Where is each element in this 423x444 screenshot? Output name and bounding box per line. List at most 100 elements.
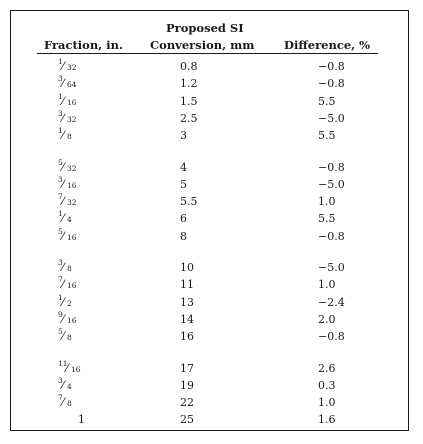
table-row: 3 ⁄ 16 5 −5.0 <box>0 175 423 193</box>
fraction-cell: 5 ⁄ 8 <box>58 328 108 345</box>
table-row: 9 ⁄ 16 14 2.0 <box>0 310 423 328</box>
fraction-numerator: 5 <box>58 226 63 236</box>
header-si-line2: Conversion, mm <box>150 38 255 52</box>
difference-cell: 0.3 <box>318 378 336 392</box>
fraction-slash: ⁄ <box>62 77 64 91</box>
table-row: 11 ⁄ 16 17 2.6 <box>0 358 423 377</box>
table-row: 7 ⁄ 8 22 1.0 <box>0 394 423 411</box>
difference-cell: 1.0 <box>318 195 336 209</box>
difference-cell: −2.4 <box>318 295 345 309</box>
fraction-whole: 1 <box>78 413 85 427</box>
si-conversion-cell: 19 <box>180 378 194 392</box>
fraction-slash: ⁄ <box>62 261 64 274</box>
si-conversion-cell: 10 <box>180 261 194 274</box>
fraction-cell: 3 ⁄ 32 <box>58 109 108 127</box>
fraction-numerator: 1 <box>58 57 63 66</box>
fraction-numerator: 11 <box>58 358 68 368</box>
difference-cell: 5.5 <box>318 129 336 143</box>
difference-cell: −0.8 <box>318 77 345 91</box>
difference-cell: −5.0 <box>318 177 345 191</box>
table-row: 1 25 1.6 <box>0 412 423 428</box>
difference-cell: −0.8 <box>318 229 345 243</box>
si-conversion-cell: 4 <box>180 160 187 174</box>
fraction-cell: 7 ⁄ 8 <box>58 394 108 411</box>
fraction-denominator: 4 <box>67 215 72 225</box>
fraction-slash: ⁄ <box>62 94 64 108</box>
fraction-denominator: 4 <box>67 381 72 391</box>
fraction-denominator: 8 <box>67 132 72 142</box>
fraction-slash: ⁄ <box>62 129 64 143</box>
fraction-slash: ⁄ <box>62 212 64 226</box>
header-rule <box>37 53 378 54</box>
fraction-denominator: 16 <box>67 315 77 325</box>
fraction-slash: ⁄ <box>62 60 64 73</box>
fraction-cell: 3 ⁄ 8 <box>58 258 108 276</box>
fraction-denominator: 16 <box>71 364 81 374</box>
fraction-slash: ⁄ <box>62 160 64 174</box>
table-row: 1 ⁄ 8 3 5.5 <box>0 126 423 144</box>
fraction-slash: ⁄ <box>62 278 64 292</box>
fraction-cell: 3 ⁄ 4 <box>58 375 108 394</box>
fraction-denominator: 2 <box>67 298 72 308</box>
table-row: 7 ⁄ 16 11 1.0 <box>0 276 423 293</box>
fraction-slash: ⁄ <box>62 330 64 344</box>
table-row: 3 ⁄ 8 10 −5.0 <box>0 258 423 276</box>
si-conversion-cell: 1.2 <box>180 77 198 91</box>
si-conversion-cell: 5 <box>180 177 187 191</box>
fraction-slash: ⁄ <box>62 229 64 243</box>
fraction-numerator: 3 <box>58 375 63 385</box>
table-row: 5 ⁄ 8 16 −0.8 <box>0 328 423 345</box>
si-conversion-cell: 14 <box>180 312 194 326</box>
difference-cell: 5.5 <box>318 212 336 226</box>
header-difference: Difference, % <box>284 38 371 52</box>
fraction-slash: ⁄ <box>62 195 64 209</box>
fraction-denominator: 16 <box>67 232 77 242</box>
fraction-cell: 3 ⁄ 16 <box>58 175 108 193</box>
si-conversion-cell: 3 <box>180 129 187 143</box>
si-conversion-cell: 13 <box>180 295 194 309</box>
difference-cell: 2.6 <box>318 361 336 375</box>
fraction-denominator: 16 <box>67 281 77 291</box>
fraction-denominator: 8 <box>67 264 72 273</box>
difference-cell: −0.8 <box>318 160 345 174</box>
fraction-denominator: 16 <box>67 97 77 107</box>
fraction-denominator: 8 <box>67 333 72 343</box>
table-row: 1 ⁄ 2 13 −2.4 <box>0 293 423 311</box>
si-conversion-cell: 8 <box>180 229 187 243</box>
table-row: 1 ⁄ 32 0.8 −0.8 <box>0 57 423 75</box>
fraction-numerator: 1 <box>58 209 63 219</box>
table-frame <box>10 10 409 431</box>
fraction-cell: 3 ⁄ 64 <box>58 74 108 92</box>
fraction-cell: 1 ⁄ 16 <box>58 92 108 110</box>
fraction-numerator: 5 <box>58 157 63 167</box>
fraction-denominator: 32 <box>67 198 77 208</box>
fraction-cell: 1 <box>58 412 108 428</box>
fraction-numerator: 1 <box>58 126 63 136</box>
fraction-numerator: 7 <box>58 192 63 202</box>
fraction-numerator: 3 <box>58 74 63 84</box>
difference-cell: −0.8 <box>318 60 345 73</box>
table-row: 1 ⁄ 4 6 5.5 <box>0 209 423 227</box>
fraction-denominator: 64 <box>67 80 77 90</box>
difference-cell: 2.0 <box>318 312 336 326</box>
fraction-cell: 7 ⁄ 32 <box>58 192 108 210</box>
si-conversion-cell: 17 <box>180 361 194 375</box>
si-conversion-cell: 25 <box>180 413 194 427</box>
difference-cell: −5.0 <box>318 261 345 274</box>
header-si-line1: Proposed SI <box>166 21 244 35</box>
fraction-denominator: 8 <box>67 399 72 409</box>
fraction-slash: ⁄ <box>62 295 64 309</box>
fraction-numerator: 3 <box>58 258 63 267</box>
si-conversion-cell: 5.5 <box>180 195 198 209</box>
fraction-denominator: 16 <box>67 180 77 190</box>
si-conversion-cell: 6 <box>180 212 187 226</box>
si-conversion-cell: 16 <box>180 330 194 344</box>
fraction-cell: 1 ⁄ 32 <box>58 57 108 75</box>
difference-cell: 1.0 <box>318 396 336 410</box>
fraction-slash: ⁄ <box>66 361 68 375</box>
fraction-cell: 1 ⁄ 2 <box>58 293 108 311</box>
difference-cell: 1.6 <box>318 413 336 427</box>
fraction-slash: ⁄ <box>62 177 64 191</box>
table-row: 3 ⁄ 4 19 0.3 <box>0 375 423 394</box>
table-row: 5 ⁄ 16 8 −0.8 <box>0 226 423 245</box>
